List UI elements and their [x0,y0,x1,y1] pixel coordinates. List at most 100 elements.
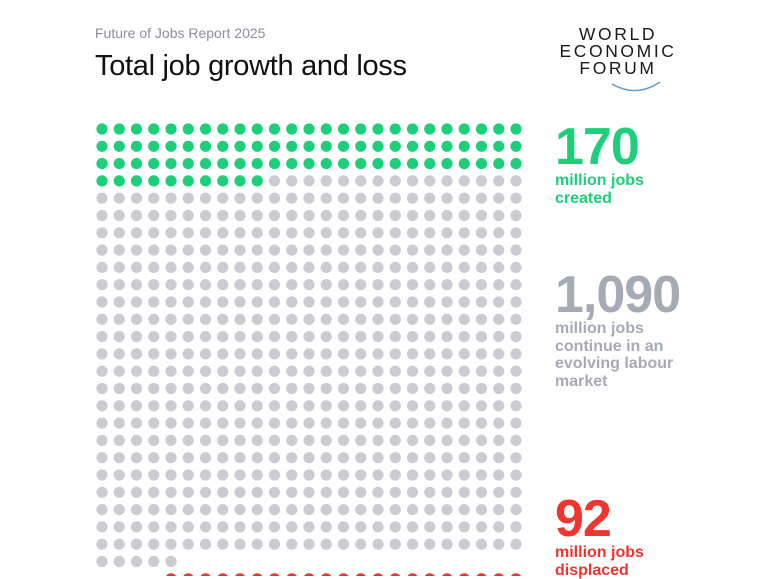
waffle-dot-continue [286,435,297,446]
waffle-dot-continue [148,245,159,256]
waffle-dot-continue [493,521,504,532]
waffle-dot-continue [200,279,211,290]
waffle-dot-continue [510,210,521,221]
waffle-dot-created [459,141,470,152]
waffle-dot-continue [217,348,228,359]
waffle-dot-continue [269,504,280,515]
waffle-dot-continue [407,331,418,342]
waffle-dot-continue [96,383,107,394]
waffle-dot-continue [390,452,401,463]
waffle-dot-continue [183,314,194,325]
waffle-dot-continue [321,314,332,325]
waffle-dot-created [338,123,349,134]
waffle-dot-continue [217,539,228,550]
waffle-dot-continue [131,314,142,325]
waffle-dot-continue [114,539,125,550]
waffle-dot-continue [407,175,418,186]
waffle-dot-continue [252,348,263,359]
waffle-dot-continue [390,227,401,238]
waffle-dot-continue [338,175,349,186]
waffle-dot-continue [493,539,504,550]
waffle-dot-continue [476,400,487,411]
stat-continue-label: million jobs continue in an evolving lab… [555,320,695,390]
waffle-dot-continue [459,262,470,273]
waffle-dot-continue [493,400,504,411]
waffle-dot-continue [459,279,470,290]
waffle-dot-continue [338,469,349,480]
waffle-dot-continue [390,314,401,325]
waffle-dot-created [234,141,245,152]
waffle-dot-continue [269,400,280,411]
waffle-dot-continue [321,452,332,463]
waffle-dot-created [510,123,521,134]
waffle-dot-continue [96,262,107,273]
waffle-dot-continue [355,348,366,359]
waffle-dot-continue [183,452,194,463]
waffle-dot-continue [183,331,194,342]
waffle-dot-created [372,123,383,134]
waffle-dot-continue [424,175,435,186]
waffle-dot-continue [338,245,349,256]
waffle-dot-continue [286,314,297,325]
waffle-dot-continue [131,296,142,307]
waffle-dot-continue [148,348,159,359]
waffle-dot-continue [493,487,504,498]
waffle-dot-continue [131,279,142,290]
waffle-dot-continue [355,383,366,394]
waffle-dot-created [234,175,245,186]
waffle-dot-continue [407,435,418,446]
waffle-dot-continue [493,331,504,342]
waffle-dot-continue [372,435,383,446]
waffle-dot-continue [286,348,297,359]
waffle-dot-continue [476,504,487,515]
waffle-dot-continue [286,400,297,411]
waffle-dot-created [148,141,159,152]
waffle-dot-created [183,175,194,186]
waffle-dot-continue [493,452,504,463]
waffle-dot-continue [114,193,125,204]
waffle-dot-continue [510,487,521,498]
waffle-dot-continue [476,539,487,550]
waffle-dot-continue [148,469,159,480]
waffle-dot-continue [303,210,314,221]
waffle-dot-continue [424,296,435,307]
waffle-dot-continue [303,366,314,377]
waffle-dot-continue [355,521,366,532]
waffle-dot-continue [234,366,245,377]
waffle-dot-continue [424,487,435,498]
waffle-dot-continue [476,452,487,463]
waffle-dot-continue [200,331,211,342]
waffle-dot-continue [321,245,332,256]
waffle-dot-continue [459,193,470,204]
waffle-dot-continue [96,348,107,359]
waffle-dot-continue [459,331,470,342]
waffle-dot-continue [96,400,107,411]
waffle-dot-continue [510,418,521,429]
waffle-dot-continue [338,521,349,532]
waffle-dot-continue [476,487,487,498]
waffle-dot-continue [441,452,452,463]
waffle-dot-continue [372,469,383,480]
waffle-dot-continue [96,366,107,377]
waffle-dot-created [424,158,435,169]
waffle-dot-continue [355,296,366,307]
waffle-dot-continue [234,539,245,550]
waffle-dot-continue [96,210,107,221]
waffle-dot-continue [114,262,125,273]
waffle-dot-continue [493,279,504,290]
waffle-dot-continue [217,366,228,377]
waffle-dot-continue [321,227,332,238]
waffle-dot-continue [148,262,159,273]
waffle-dot-continue [165,262,176,273]
waffle-dot-continue [338,504,349,515]
waffle-dot-continue [510,348,521,359]
waffle-dot-continue [441,193,452,204]
waffle-dot-continue [114,366,125,377]
waffle-dot-created [441,141,452,152]
waffle-dot-continue [338,314,349,325]
waffle-dot-continue [321,175,332,186]
waffle-dot-continue [217,331,228,342]
waffle-dot-continue [424,435,435,446]
waffle-dot-continue [148,418,159,429]
waffle-dot-continue [114,452,125,463]
